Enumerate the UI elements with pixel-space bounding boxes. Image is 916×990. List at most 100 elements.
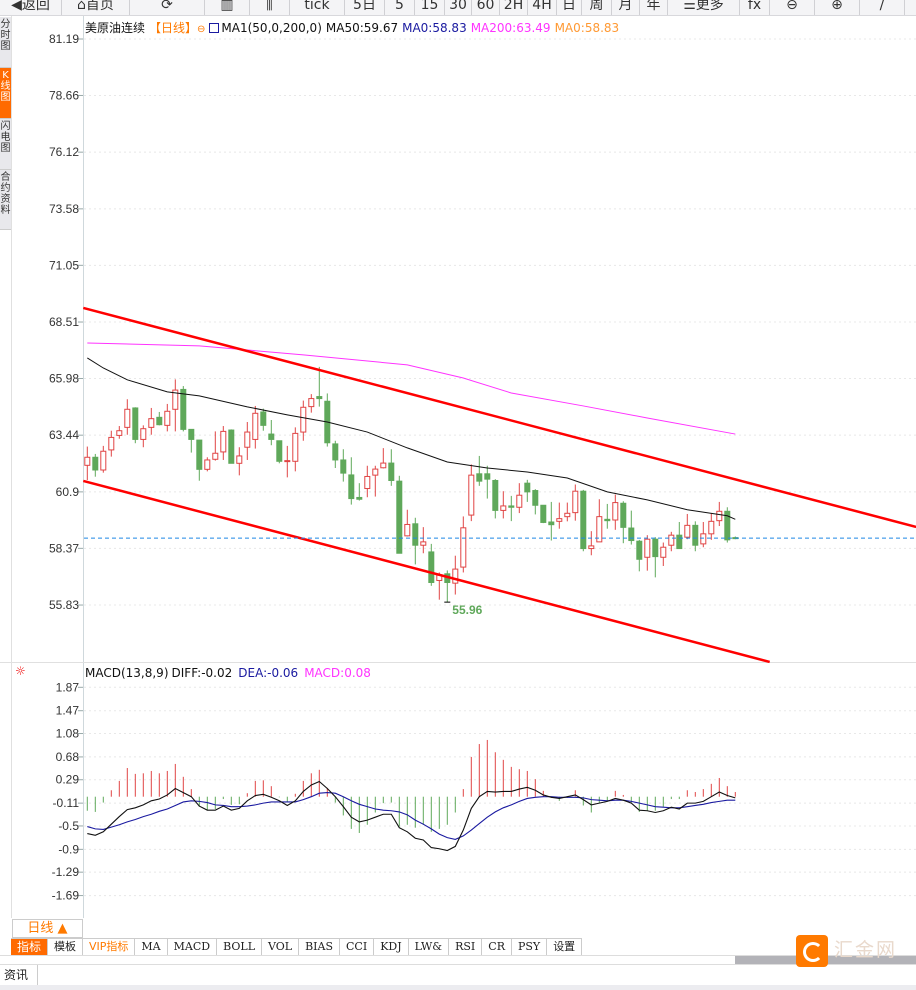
- zoom-out-button[interactable]: ⊖: [770, 0, 815, 15]
- candlestick-button[interactable]: ⫼: [250, 0, 290, 15]
- candle: [636, 539, 643, 572]
- y-tick-label: 68.51: [49, 315, 79, 329]
- candle: [332, 440, 339, 468]
- indicator-tab-vip指标[interactable]: VIP指标: [83, 939, 136, 955]
- period-30-button[interactable]: 30: [445, 0, 472, 15]
- indicator-icon[interactable]: [209, 23, 220, 33]
- indicator-tab-cci[interactable]: CCI: [340, 939, 375, 955]
- indicator-tab-lw&[interactable]: LW&: [408, 939, 450, 955]
- candle-body: [508, 505, 515, 508]
- candle: [644, 535, 651, 571]
- candle: [548, 501, 555, 541]
- main-legend: 美原油连续 【日线】⊖ MA1(50,0,200,0) MA50:59.67 MA0:5…: [85, 19, 623, 36]
- y-tick-label: 63.44: [49, 428, 79, 442]
- indicator-tab-bias[interactable]: BIAS: [299, 939, 341, 955]
- candle: [180, 386, 187, 432]
- candle-body: [212, 452, 219, 460]
- candle-body: [156, 416, 163, 426]
- candle: [572, 484, 579, 521]
- indicator-tab-macd[interactable]: MACD: [167, 939, 218, 955]
- period-4H-button[interactable]: 4H: [528, 0, 557, 15]
- candle: [620, 501, 627, 544]
- candle-body: [308, 398, 315, 408]
- candle: [84, 446, 91, 481]
- candle-body: [548, 521, 555, 526]
- candle-body: [588, 545, 595, 550]
- period-15-button[interactable]: 15: [415, 0, 445, 15]
- period-5-button[interactable]: 5: [385, 0, 415, 15]
- period-周-button[interactable]: 周: [582, 0, 612, 15]
- period-月-button[interactable]: 月: [612, 0, 640, 15]
- indicator-tab-cr[interactable]: CR: [482, 939, 512, 955]
- home-button[interactable]: ⌂首页: [62, 0, 130, 15]
- indicator-tab-设置[interactable]: 设置: [547, 939, 583, 955]
- ma50-line: [87, 357, 736, 520]
- ma200-value: MA200:63.49: [470, 21, 551, 35]
- period-日-button[interactable]: 日: [557, 0, 582, 15]
- y-tick-label: 81.19: [49, 32, 79, 46]
- period-tick-button[interactable]: tick: [290, 0, 345, 15]
- candle: [484, 465, 491, 499]
- candle: [348, 457, 355, 505]
- candle-body: [396, 480, 403, 554]
- period-selector[interactable]: 日线 ▲: [12, 919, 83, 938]
- ma0-value-2: MA0:58.83: [554, 21, 620, 35]
- formula-button[interactable]: fx: [740, 0, 770, 15]
- candle: [452, 555, 459, 595]
- view-sidebar: 分时图 K线图 闪电图 合约资料: [0, 17, 11, 230]
- macd-y-tick-label: -0.9: [58, 842, 79, 856]
- indicator-tab-模板[interactable]: 模板: [48, 939, 84, 955]
- candle-body: [468, 474, 475, 516]
- candle-body: [244, 431, 251, 448]
- news-tab[interactable]: 资讯: [0, 965, 38, 985]
- indicator-tab-指标[interactable]: 指标: [11, 939, 49, 955]
- sidebar-tab-1[interactable]: K线图: [0, 68, 11, 119]
- period-60-button[interactable]: 60: [472, 0, 500, 15]
- menu-button[interactable]: ☰更多: [668, 0, 740, 15]
- refresh-button[interactable]: ⟳: [130, 0, 205, 15]
- indicator-tab-boll[interactable]: BOLL: [217, 939, 263, 955]
- trendline: [82, 306, 916, 529]
- sidebar-tab-0[interactable]: 分时图: [0, 17, 11, 68]
- candle-body: [516, 494, 523, 508]
- indicator-tab-ma[interactable]: MA: [135, 939, 168, 955]
- candle-body: [484, 473, 491, 480]
- back-button[interactable]: ◀返回: [0, 0, 62, 15]
- candle-body: [628, 527, 635, 542]
- candle-body: [500, 505, 507, 511]
- candle-body: [652, 538, 659, 558]
- candle: [340, 449, 347, 482]
- indicator-tab-rsi[interactable]: RSI: [449, 939, 483, 955]
- y-tick-label: 78.66: [49, 88, 79, 102]
- sidebar-tab-3[interactable]: 合约资料: [0, 170, 11, 230]
- kline-chart[interactable]: 81.19 78.66 76.12 73.58 71.05 68.51 65.98 63.44…: [0, 0, 916, 918]
- candle-body: [356, 496, 363, 500]
- candle-body: [92, 456, 99, 471]
- macd-settings-icon[interactable]: ☼: [15, 664, 26, 678]
- candle: [612, 494, 619, 530]
- bar-chart-button[interactable]: ▥: [205, 0, 250, 15]
- trendline: [82, 479, 771, 664]
- indicator-tab-vol[interactable]: VOL: [262, 939, 300, 955]
- zoom-in-button[interactable]: ⊕: [815, 0, 860, 15]
- candle-body: [644, 538, 651, 558]
- indicator-tab-kdj[interactable]: KDJ: [374, 939, 409, 955]
- candle: [276, 440, 283, 464]
- indicator-tab-psy[interactable]: PSY: [511, 939, 548, 955]
- candle-body: [420, 541, 427, 546]
- period-5日-button[interactable]: 5日: [345, 0, 385, 15]
- candle: [188, 428, 195, 453]
- candle: [428, 543, 435, 586]
- macd-y-tick-label: 1.87: [56, 680, 80, 694]
- period-年-button[interactable]: 年: [640, 0, 668, 15]
- period-2H-button[interactable]: 2H: [500, 0, 528, 15]
- candle: [260, 408, 267, 431]
- sidebar-tab-2[interactable]: 闪电图: [0, 119, 11, 170]
- candle: [668, 531, 675, 552]
- settings-icon[interactable]: ⊖: [197, 24, 206, 35]
- y-tick-label: 60.9: [56, 485, 80, 499]
- candle: [524, 479, 531, 502]
- pen-button[interactable]: ∕: [860, 0, 905, 15]
- candle-body: [276, 440, 283, 462]
- candle-body: [492, 479, 499, 511]
